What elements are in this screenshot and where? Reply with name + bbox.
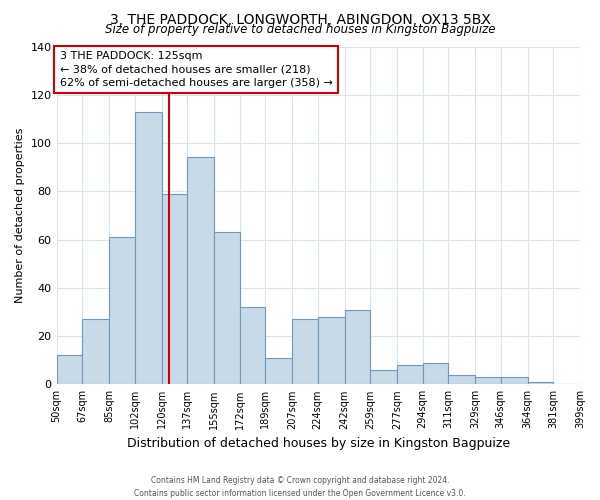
X-axis label: Distribution of detached houses by size in Kingston Bagpuize: Distribution of detached houses by size … — [127, 437, 510, 450]
Bar — [239, 307, 265, 384]
Bar — [109, 237, 134, 384]
Bar — [500, 377, 527, 384]
Bar — [161, 194, 187, 384]
Bar — [422, 362, 448, 384]
Bar — [527, 382, 553, 384]
Text: Contains HM Land Registry data © Crown copyright and database right 2024.
Contai: Contains HM Land Registry data © Crown c… — [134, 476, 466, 498]
Bar — [475, 377, 500, 384]
Bar — [82, 319, 109, 384]
Bar — [292, 319, 317, 384]
Bar — [397, 365, 422, 384]
Bar — [187, 158, 214, 384]
Bar — [214, 232, 239, 384]
Bar — [134, 112, 161, 384]
Bar — [370, 370, 397, 384]
Bar — [448, 374, 475, 384]
Text: 3 THE PADDOCK: 125sqm
← 38% of detached houses are smaller (218)
62% of semi-det: 3 THE PADDOCK: 125sqm ← 38% of detached … — [59, 52, 332, 88]
Y-axis label: Number of detached properties: Number of detached properties — [15, 128, 25, 303]
Text: Size of property relative to detached houses in Kingston Bagpuize: Size of property relative to detached ho… — [105, 22, 495, 36]
Bar — [344, 310, 370, 384]
Bar — [56, 356, 82, 384]
Bar — [265, 358, 292, 384]
Bar — [317, 316, 344, 384]
Text: 3, THE PADDOCK, LONGWORTH, ABINGDON, OX13 5BX: 3, THE PADDOCK, LONGWORTH, ABINGDON, OX1… — [110, 12, 490, 26]
